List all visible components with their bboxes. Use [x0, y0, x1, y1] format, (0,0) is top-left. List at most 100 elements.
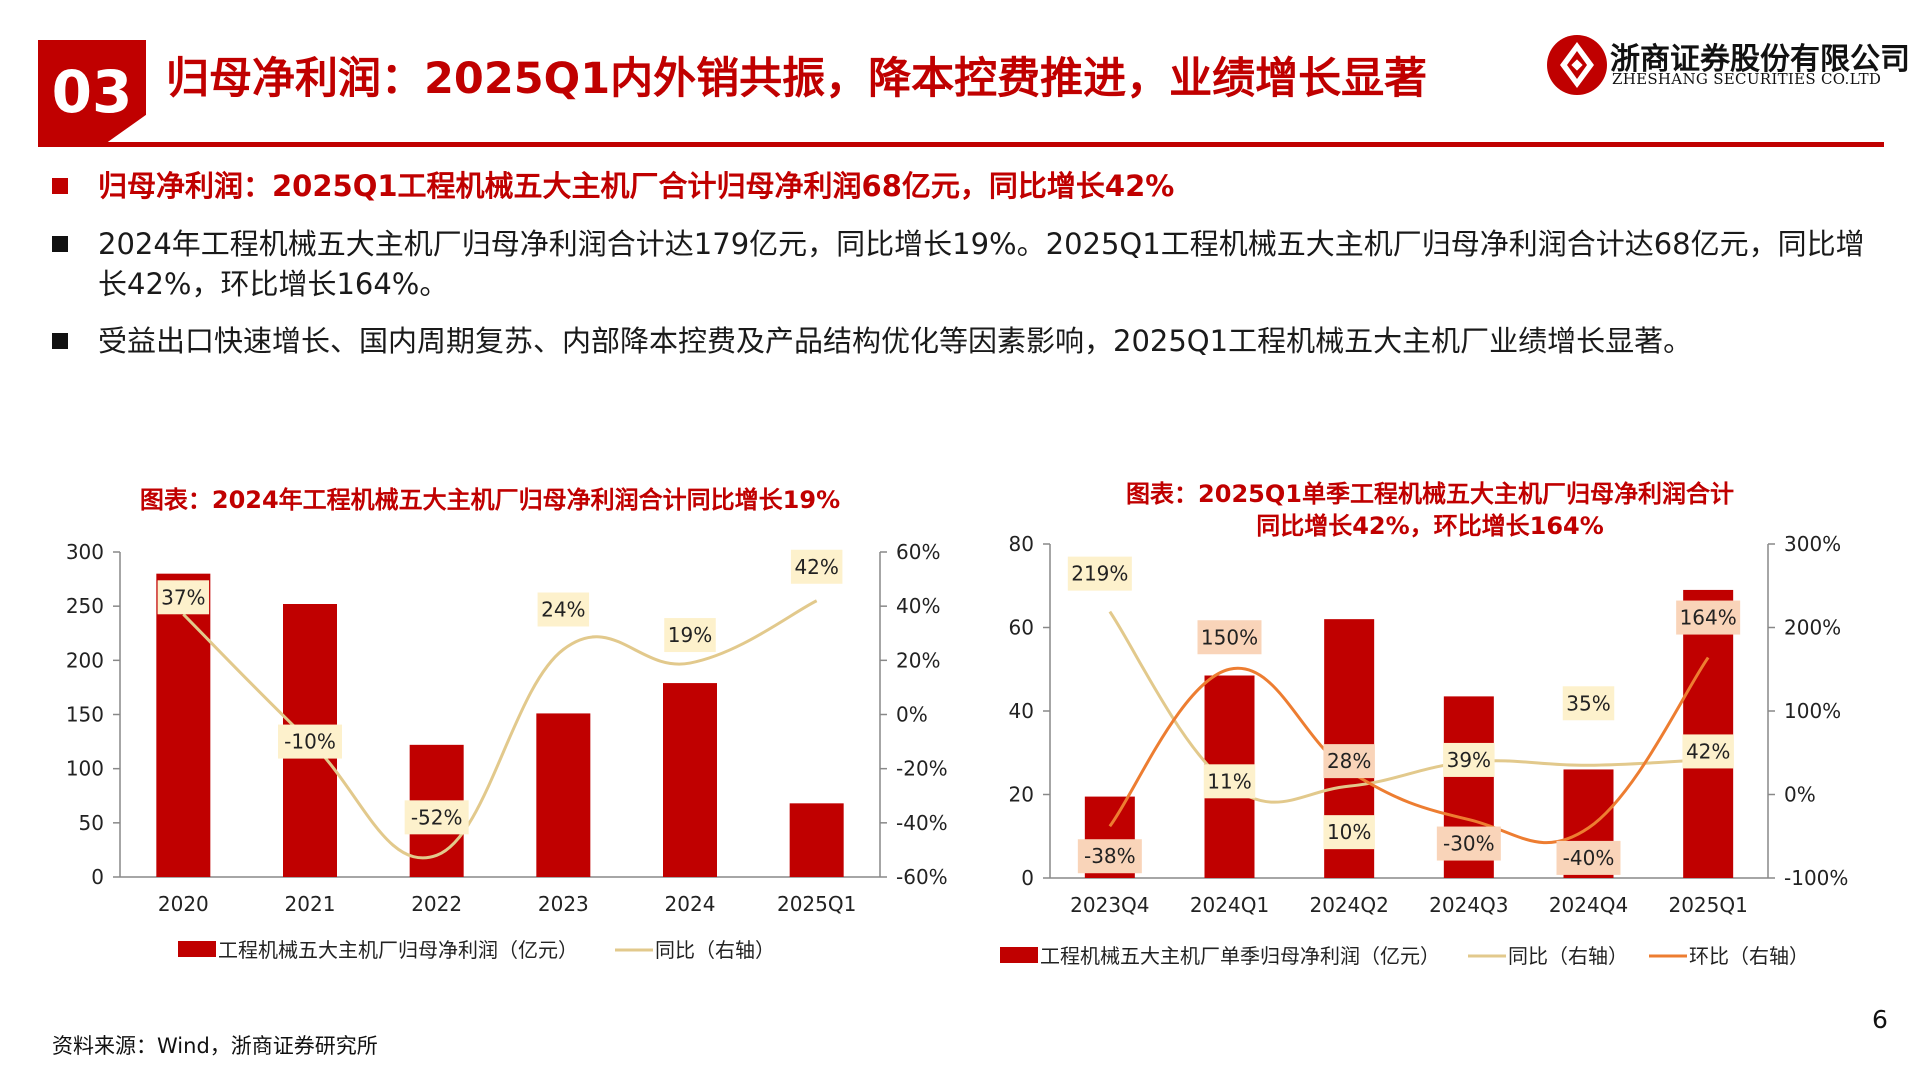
right-axis-tick-label: -60% [896, 865, 948, 889]
x-axis-tick-label: 2021 [285, 892, 336, 916]
data-label-box [1197, 620, 1262, 655]
chart2-title-line1: 图表：2025Q1单季工程机械五大主机厂归母净利润合计 [1126, 480, 1734, 508]
x-axis-tick-label: 2025Q1 [1668, 893, 1747, 917]
left-axis-tick-label: 200 [66, 648, 104, 672]
bar [1683, 589, 1734, 878]
right-axis-tick-label: -20% [896, 757, 948, 781]
data-label-box [537, 592, 590, 627]
data-label-box [1562, 686, 1615, 721]
left-axis-tick-label: 20 [1009, 783, 1034, 807]
left-axis-tick-label: 80 [1009, 532, 1034, 556]
data-label: -30% [1443, 832, 1495, 856]
legend-bar-swatch [178, 941, 216, 957]
data-label: 35% [1566, 691, 1610, 715]
company-name-cn: 浙商证券股份有限公司 [1610, 42, 1910, 77]
left-axis-tick-label: 40 [1009, 699, 1034, 723]
legend-label: 工程机械五大主机厂归母净利润（亿元） [218, 938, 578, 962]
data-label-box [404, 800, 469, 835]
right-axis-tick-label: 0% [1784, 783, 1816, 807]
data-label: 150% [1201, 625, 1258, 649]
bar [156, 573, 211, 877]
x-axis-tick-label: 2023Q4 [1070, 893, 1149, 917]
data-label: 37% [161, 585, 205, 609]
right-axis-tick-label: -40% [896, 811, 948, 835]
data-label: -52% [411, 805, 463, 829]
company-name-en: ZHESHANG SECURITIES CO.LTD [1612, 70, 1882, 88]
data-label-box [1676, 600, 1741, 635]
chart2: 0 20 40 60 80 -100% 0% 100% 200% 300% 2023Q4 2024Q1… [1000, 532, 1848, 968]
section-number-badge: 03 [38, 40, 146, 144]
left-axis-tick-label: 60 [1009, 616, 1034, 640]
left-axis-tick-label: 50 [79, 811, 104, 835]
chart2-title-line2: 同比增长42%，环比增长164% [1256, 512, 1604, 540]
x-axis-tick-label: 2023 [538, 892, 589, 916]
left-axis-tick-label: 0 [91, 865, 104, 889]
left-axis-tick-label: 250 [66, 594, 104, 618]
x-axis-tick-label: 2024 [665, 892, 716, 916]
data-label-box [1077, 839, 1142, 874]
bullet-square-icon [52, 333, 68, 349]
data-label: 11% [1207, 769, 1251, 793]
data-label-box [1323, 815, 1375, 850]
data-label: -40% [1563, 846, 1615, 870]
data-label: 24% [541, 598, 585, 622]
right-axis-tick-label: 0% [896, 703, 928, 727]
bar [663, 683, 717, 877]
page-title: 归母净利润：2025Q1内外销共振，降本控费推进，业绩增长显著 [166, 54, 1428, 104]
x-axis-tick-label: 2024Q4 [1549, 893, 1628, 917]
source-note: 资料来源：Wind，浙商证券研究所 [52, 1034, 378, 1058]
chart1-title: 图表：2024年工程机械五大主机厂归母净利润合计同比增长19% [139, 486, 841, 514]
x-axis-tick-label: 2025Q1 [777, 892, 856, 916]
data-label: 219% [1071, 562, 1128, 586]
data-label: -10% [284, 730, 336, 754]
data-label-box [1203, 764, 1256, 799]
data-label-box [1323, 744, 1375, 779]
bar [536, 713, 591, 877]
bullet-text: 2024年工程机械五大主机厂归母净利润合计达179亿元，同比增长19%。2025… [98, 227, 1865, 301]
left-axis-tick-label: 0 [1021, 866, 1034, 890]
legend-label: 同比（右轴） [655, 938, 775, 962]
company-logo-icon [1547, 35, 1607, 95]
data-label: 42% [1686, 739, 1730, 763]
data-label-box [278, 724, 342, 759]
legend-label: 工程机械五大主机厂单季归母净利润（亿元） [1040, 944, 1440, 968]
legend-label: 同比（右轴） [1508, 944, 1628, 968]
x-axis-tick-label: 2022 [411, 892, 462, 916]
bullet-square-icon [52, 178, 68, 194]
legend-label: 环比（右轴） [1689, 944, 1809, 968]
data-label-box [1682, 734, 1734, 769]
header-divider [38, 142, 1884, 147]
right-axis-tick-label: 60% [896, 540, 940, 564]
data-label-box [1556, 840, 1621, 875]
right-axis-tick-label: 20% [896, 648, 940, 672]
x-axis-tick-label: 2024Q2 [1309, 893, 1388, 917]
section-number: 03 [51, 58, 133, 126]
legend-bar-swatch [1000, 947, 1038, 963]
bar [789, 803, 844, 877]
data-label: 42% [794, 555, 838, 579]
bullet-square-icon [52, 236, 68, 252]
data-label: 28% [1327, 749, 1371, 773]
right-axis-tick-label: 40% [896, 594, 940, 618]
bullet-text: 受益出口快速增长、国内周期复苏、内部降本控费及产品结构优化等因素影响，2025Q… [98, 324, 1693, 358]
data-label-box [1067, 556, 1132, 591]
page-number: 6 [1872, 1005, 1888, 1034]
bullet-text: 归母净利润：2025Q1工程机械五大主机厂合计归母净利润68亿元，同比增长42% [98, 169, 1175, 203]
left-axis-tick-label: 300 [66, 540, 104, 564]
data-label-box [1443, 742, 1495, 777]
data-label: 10% [1327, 820, 1371, 844]
data-label-box [1436, 826, 1501, 861]
left-axis-tick-label: 150 [66, 703, 104, 727]
right-axis-tick-label: 100% [1784, 699, 1841, 723]
data-label-box [664, 618, 716, 653]
data-label: -38% [1084, 844, 1136, 868]
chart2-title: 图表：2025Q1单季工程机械五大主机厂归母净利润合计 同比增长42%，环比增长… [1000, 478, 1860, 542]
x-axis-tick-label: 2024Q3 [1429, 893, 1508, 917]
x-axis-tick-label: 2024Q1 [1190, 893, 1269, 917]
left-axis-tick-label: 100 [66, 757, 104, 781]
x-axis-tick-label: 2020 [158, 892, 209, 916]
right-axis-tick-label: 200% [1784, 616, 1841, 640]
series-line-1 [1108, 610, 1709, 804]
series-line-2 [1108, 656, 1710, 845]
chart1: 0 50 100 150 200 250 300 -60% -40% -20% 0% 20% 40% 60… [66, 540, 948, 962]
